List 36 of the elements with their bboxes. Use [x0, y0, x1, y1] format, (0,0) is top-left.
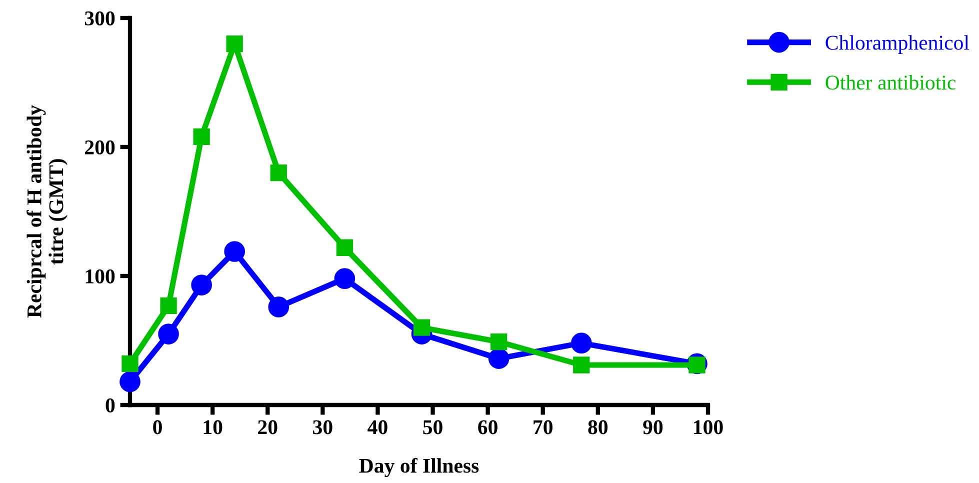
y-tick-label: 0 — [106, 398, 115, 412]
x-tick-label: 20 — [258, 420, 278, 434]
legend-label: Chloramphenicol — [826, 35, 970, 54]
y-tick-label: 300 — [84, 11, 115, 26]
x-tick-label: 70 — [534, 420, 552, 434]
point — [224, 241, 246, 262]
point — [334, 268, 356, 289]
point — [490, 333, 508, 350]
point — [570, 332, 592, 354]
point — [573, 356, 590, 374]
y-axis-title: Reciprcal of H antibody titre (GMT) — [26, 105, 68, 318]
point — [270, 164, 287, 182]
point — [488, 348, 510, 369]
point — [268, 296, 290, 318]
point — [336, 239, 354, 256]
x-tick-label: 0 — [153, 420, 162, 434]
x-tick-label: 50 — [423, 420, 442, 434]
x-tick-label: 30 — [313, 420, 332, 434]
point — [158, 324, 179, 344]
point — [160, 297, 177, 314]
x-tick-label: 60 — [478, 420, 498, 434]
point — [226, 35, 243, 52]
x-tick-label: 100 — [694, 420, 723, 434]
y-tick-label: 200 — [85, 140, 115, 154]
y-tick-label: 100 — [86, 269, 115, 284]
point — [193, 128, 210, 146]
x-tick-label: 10 — [204, 420, 222, 434]
x-tick-label: 80 — [588, 420, 608, 434]
point — [122, 355, 138, 372]
point — [413, 319, 430, 336]
point — [120, 371, 140, 392]
legend-label: Other antibiotic — [826, 74, 956, 90]
x-tick-label: 40 — [368, 420, 388, 434]
x-tick-label: 90 — [643, 420, 663, 434]
x-axis-title: Day of Illness — [359, 458, 479, 478]
point — [191, 274, 212, 296]
